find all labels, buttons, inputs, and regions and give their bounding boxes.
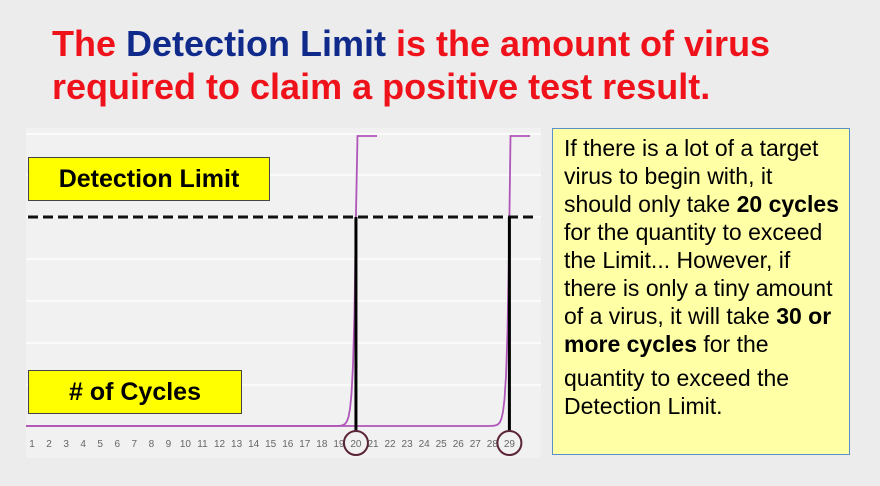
- x-tick-label: 20: [350, 439, 362, 450]
- callout-text-3: for the: [696, 331, 769, 357]
- x-tick-label: 11: [197, 439, 208, 450]
- x-tick-label: 1: [29, 439, 35, 450]
- x-tick-label: 25: [436, 439, 448, 450]
- x-tick-label: 10: [180, 439, 192, 450]
- x-tick-label: 4: [80, 439, 86, 450]
- amplification-curve-low-load: [26, 135, 530, 427]
- x-tick-label: 27: [470, 439, 482, 450]
- cycle-circles: [342, 430, 523, 456]
- x-tick-label: 15: [265, 439, 277, 450]
- x-tick-label: 5: [97, 439, 103, 450]
- callout-text-1: If there is a lot of a target virus to b…: [564, 135, 819, 217]
- x-tick-label: 16: [282, 439, 294, 450]
- x-tick-label: 18: [316, 439, 328, 450]
- x-tick-label: 28: [487, 439, 499, 450]
- x-tick-label: 9: [166, 439, 172, 450]
- detection-limit-label: Detection Limit: [28, 157, 270, 201]
- callout-main-text: If there is a lot of a target virus to b…: [564, 134, 841, 358]
- callout-bold-20-cycles: 20 cycles: [736, 191, 839, 217]
- x-tick-label: 17: [299, 439, 311, 450]
- x-tick-label: 24: [419, 439, 431, 450]
- callout-text-2: for the quantity to exceed the Limit... …: [564, 219, 833, 329]
- cycle-circle-20: [342, 430, 369, 456]
- title-detection-limit: Detection Limit: [126, 23, 387, 64]
- x-tick-label: 7: [132, 439, 138, 450]
- page-title: The Detection Limit is the amount of vir…: [52, 22, 852, 108]
- x-axis-ticks: 1 2 3 4 5 6 7 8 9 10 11 12 13 14 15 16 17 18 19 20 21 22 23 24 2…: [29, 439, 515, 450]
- title-part-3: is the amount of virus required to claim…: [52, 23, 771, 107]
- title-part-1: The: [52, 23, 127, 64]
- x-tick-label: 23: [402, 439, 414, 450]
- explanation-callout: If there is a lot of a target virus to b…: [552, 128, 850, 455]
- cycles-label: # of Cycles: [28, 370, 242, 414]
- callout-last-text: quantity to exceed the Detection Limit.: [564, 365, 790, 419]
- x-tick-label: 13: [231, 439, 243, 450]
- x-tick-label: 3: [63, 439, 69, 450]
- x-tick-label: 14: [248, 439, 260, 450]
- cycle-drop-lines: [354, 217, 511, 432]
- x-tick-label: 22: [384, 439, 396, 450]
- callout-bold-30-cycles: 30 or more cycles: [564, 303, 832, 357]
- cycle-circle-29: [496, 430, 523, 456]
- x-tick-label: 19: [333, 439, 345, 450]
- x-tick-label: 21: [367, 439, 379, 450]
- x-tick-label: 26: [453, 439, 465, 450]
- x-tick-label: 8: [149, 439, 155, 450]
- x-tick-label: 29: [504, 439, 516, 450]
- x-tick-label: 6: [114, 439, 120, 450]
- x-tick-label: 2: [46, 439, 52, 450]
- x-tick-label: 12: [214, 439, 226, 450]
- curves: [26, 135, 530, 427]
